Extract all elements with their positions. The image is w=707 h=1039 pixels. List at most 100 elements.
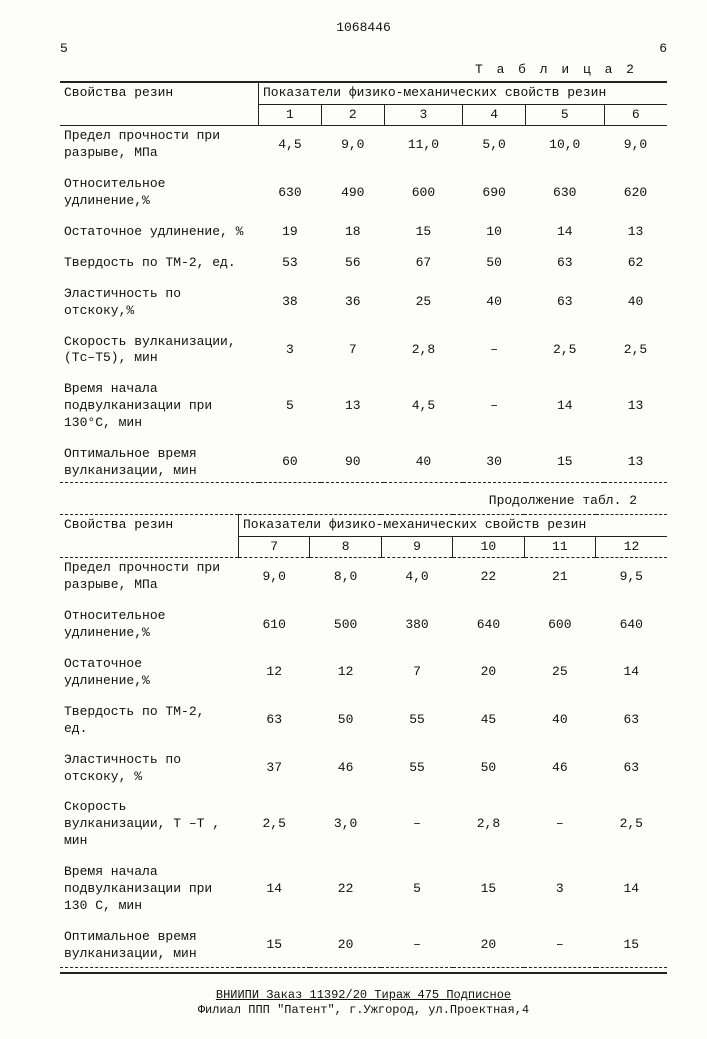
row-label: Остаточное удлинение,% [60, 654, 239, 692]
cell: 36 [321, 284, 384, 322]
row-label: Скорость вулканизации, Т –Т , мин [60, 797, 239, 852]
cell: 20 [453, 927, 524, 965]
cell: 37 [239, 750, 310, 788]
colnum: 11 [524, 536, 595, 558]
colnum: 1 [259, 104, 322, 126]
tableB-left-header: Свойства резин [60, 514, 239, 558]
cell: 3 [259, 332, 322, 370]
cell: 4,0 [381, 558, 452, 596]
row-label: Предел прочности при разрыве, МПа [60, 558, 239, 596]
page-right-num: 6 [659, 41, 667, 58]
cell: 5 [259, 379, 322, 434]
cell: 2,5 [526, 332, 604, 370]
cell: 5 [381, 862, 452, 917]
table-row: Время начала подвулканизации при 130 С, … [60, 862, 667, 917]
colnum: 9 [381, 536, 452, 558]
cell: 11,0 [384, 126, 462, 164]
cell: 45 [453, 702, 524, 740]
table-row: Эластичность по отскоку,%383625406340 [60, 284, 667, 322]
cell: – [463, 332, 526, 370]
cell: 60 [259, 444, 322, 482]
cell: 55 [381, 702, 452, 740]
cell: 600 [524, 606, 595, 644]
tableA-right-header: Показатели физико-механических свойств р… [259, 82, 668, 104]
cell: 25 [524, 654, 595, 692]
footer-line2: Филиал ППП "Патент", г.Ужгород, ул.Проек… [60, 1003, 667, 1019]
row-label: Твердость по ТМ-2, ед. [60, 702, 239, 740]
table-row: Скорость вулканизации, (Тс–Т5), мин372,8… [60, 332, 667, 370]
cell: 40 [604, 284, 667, 322]
cell: 38 [259, 284, 322, 322]
row-label: Остаточное удлинение, % [60, 222, 259, 243]
cell: 610 [239, 606, 310, 644]
cell: 640 [453, 606, 524, 644]
cell: 30 [463, 444, 526, 482]
row-label: Эластичность по отскоку, % [60, 750, 239, 788]
cell: 20 [310, 927, 381, 965]
cell: 13 [604, 222, 667, 243]
cell: 640 [596, 606, 667, 644]
cell: 10 [463, 222, 526, 243]
table-row: Относительное удлинение,%610500380640600… [60, 606, 667, 644]
cell: 14 [596, 654, 667, 692]
row-label: Твердость по ТМ-2, ед. [60, 253, 259, 274]
table-row: Эластичность по отскоку, %374655504663 [60, 750, 667, 788]
tableB-right-header: Показатели физико-механических свойств р… [239, 514, 668, 536]
colnum: 12 [596, 536, 667, 558]
cell: 7 [321, 332, 384, 370]
page-left-num: 5 [60, 41, 68, 58]
cell: 4,5 [384, 379, 462, 434]
cell: 14 [239, 862, 310, 917]
cell: 9,0 [239, 558, 310, 596]
table-row: Оптимальное время вулканизации, мин60904… [60, 444, 667, 482]
row-label: Относительное удлинение,% [60, 606, 239, 644]
cell: 13 [321, 379, 384, 434]
colnum: 6 [604, 104, 667, 126]
cell: 22 [453, 558, 524, 596]
cell: 9,0 [321, 126, 384, 164]
row-label: Время начала подвулканизации при 130°С, … [60, 379, 259, 434]
cell: 15 [239, 927, 310, 965]
colnum: 7 [239, 536, 310, 558]
cell: 40 [524, 702, 595, 740]
table-row: Предел прочности при разрыве, МПа4,59,01… [60, 126, 667, 164]
cell: 600 [384, 174, 462, 212]
cell: 90 [321, 444, 384, 482]
cell: 380 [381, 606, 452, 644]
cell: 50 [463, 253, 526, 274]
footer: ВНИИПИ Заказ 11392/20 Тираж 475 Подписно… [60, 988, 667, 1019]
cell: 9,0 [604, 126, 667, 164]
cell: 10,0 [526, 126, 604, 164]
colnum: 3 [384, 104, 462, 126]
cell: 63 [526, 284, 604, 322]
row-label: Предел прочности при разрыве, МПа [60, 126, 259, 164]
colnum: 5 [526, 104, 604, 126]
cell: 12 [310, 654, 381, 692]
row-label: Время начала подвулканизации при 130 С, … [60, 862, 239, 917]
cell: 53 [259, 253, 322, 274]
row-label: Оптимальное время вулканизации, мин [60, 444, 259, 482]
table-row: Остаточное удлинение, %191815101413 [60, 222, 667, 243]
cell: – [524, 927, 595, 965]
cell: 56 [321, 253, 384, 274]
cell: 46 [524, 750, 595, 788]
cell: 2,8 [453, 797, 524, 852]
cell: 15 [453, 862, 524, 917]
cell: – [381, 797, 452, 852]
row-label: Оптимальное время вулканизации, мин [60, 927, 239, 965]
cell: 40 [463, 284, 526, 322]
cell: 18 [321, 222, 384, 243]
cell: 4,5 [259, 126, 322, 164]
cell: 2,8 [384, 332, 462, 370]
cell: 63 [239, 702, 310, 740]
colnum: 4 [463, 104, 526, 126]
cell: 13 [604, 444, 667, 482]
table-row: Относительное удлинение,%630490600690630… [60, 174, 667, 212]
cell: 63 [596, 702, 667, 740]
cell: 2,5 [604, 332, 667, 370]
footer-line1: ВНИИПИ Заказ 11392/20 Тираж 475 Подписно… [216, 988, 511, 1002]
table-row: Предел прочности при разрыве, МПа9,08,04… [60, 558, 667, 596]
table-row: Скорость вулканизации, Т –Т , мин2,53,0–… [60, 797, 667, 852]
cell: 14 [526, 379, 604, 434]
table-row: Твердость по ТМ-2, ед.535667506362 [60, 253, 667, 274]
